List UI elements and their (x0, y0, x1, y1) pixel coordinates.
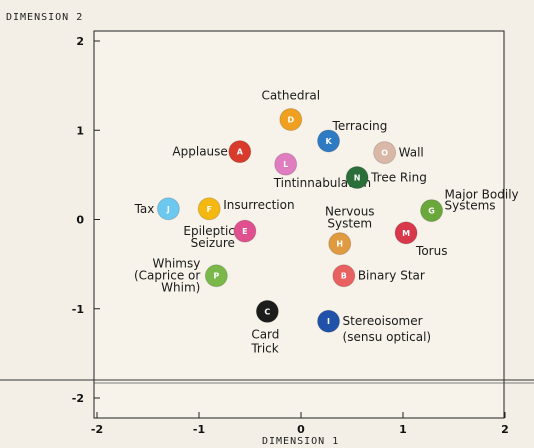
point-letter: F (206, 205, 211, 214)
data-point: N Tree Ring (345, 166, 427, 190)
x-tick-label: 0 (297, 423, 305, 436)
point-label: Major Bodily Systems (445, 188, 519, 213)
x-tick-label: 1 (399, 423, 407, 436)
point-label: Torus (415, 244, 447, 258)
data-point: J Tax (134, 197, 180, 221)
point-marker (156, 197, 180, 221)
point-marker (394, 221, 418, 245)
y-tick-label: 2 (76, 35, 84, 48)
point-marker (317, 129, 341, 153)
point-marker (420, 199, 444, 223)
point-label: Wall (399, 146, 424, 160)
data-point: E Epileptic Seizure (183, 219, 257, 250)
point-marker (332, 264, 356, 288)
point-label: Whimsy (Caprice or Whim) (134, 257, 200, 295)
point-letter: L (283, 160, 288, 169)
data-point: G Major Bodily Systems (420, 188, 519, 223)
point-label: Applause (172, 145, 227, 159)
point-letter: A (237, 148, 244, 157)
point-label: Cathedral (261, 89, 320, 103)
point-letter: H (336, 240, 343, 249)
point-letter: I (327, 317, 330, 326)
point-letter: B (341, 272, 347, 281)
point-marker (279, 108, 303, 132)
x-tick-label: -2 (91, 423, 103, 436)
data-point: F Insurrection (197, 197, 295, 221)
point-label: Binary Star (358, 269, 425, 283)
point-letter: N (354, 174, 361, 183)
point-letter: J (166, 205, 170, 214)
point-letter: K (325, 137, 332, 146)
point-label: Card Trick (250, 327, 279, 355)
x-tick-label: -1 (193, 423, 205, 436)
data-point: D Cathedral (261, 89, 320, 132)
data-point: P Whimsy (Caprice or Whim) (134, 257, 228, 295)
data-point: H Nervous System (325, 205, 375, 256)
point-marker (255, 299, 279, 323)
x-tick-label: 2 (501, 423, 509, 436)
data-point: I Stereoisomer (sensu optical) (317, 309, 432, 344)
point-marker (228, 140, 252, 164)
point-marker (328, 232, 352, 256)
point-marker (373, 141, 397, 165)
y-tick-label: -2 (72, 392, 84, 405)
point-letter: O (381, 149, 388, 158)
point-label: Nervous System (325, 205, 375, 231)
y-tick-label: 0 (76, 214, 84, 227)
point-marker (204, 264, 228, 288)
point-marker (274, 152, 298, 176)
tick-group: -2 -1 0 1 2 2 1 0 -1 -2 (72, 35, 509, 436)
y-axis-title: DIMENSION 2 (6, 12, 83, 23)
point-letter: P (213, 272, 219, 281)
data-point: B Binary Star (332, 264, 425, 288)
point-label: Epileptic Seizure (183, 224, 235, 250)
y-tick-label: -1 (72, 303, 84, 316)
point-letter: E (242, 227, 247, 236)
data-point: M Torus (394, 221, 447, 258)
point-label: Tax (134, 202, 155, 216)
point-letter: C (264, 307, 270, 316)
x-axis-title: DIMENSION 1 (262, 436, 339, 447)
point-marker (197, 197, 221, 221)
point-label: Insurrection (223, 198, 294, 212)
data-point: O Wall (373, 141, 424, 165)
point-marker (345, 166, 369, 190)
point-marker (317, 309, 341, 333)
data-point: C Card Trick (250, 299, 279, 355)
point-label: Terracing (332, 119, 388, 133)
point-letter: M (402, 229, 410, 238)
point-letter: G (428, 207, 435, 216)
y-tick-label: 1 (76, 124, 84, 137)
point-letter: D (287, 116, 294, 125)
plot-area (93, 30, 505, 419)
point-marker (233, 219, 257, 243)
data-point: A Applause (172, 140, 252, 164)
point-label: Stereoisomer (sensu optical) (343, 314, 432, 344)
point-label: Tree Ring (370, 171, 427, 185)
